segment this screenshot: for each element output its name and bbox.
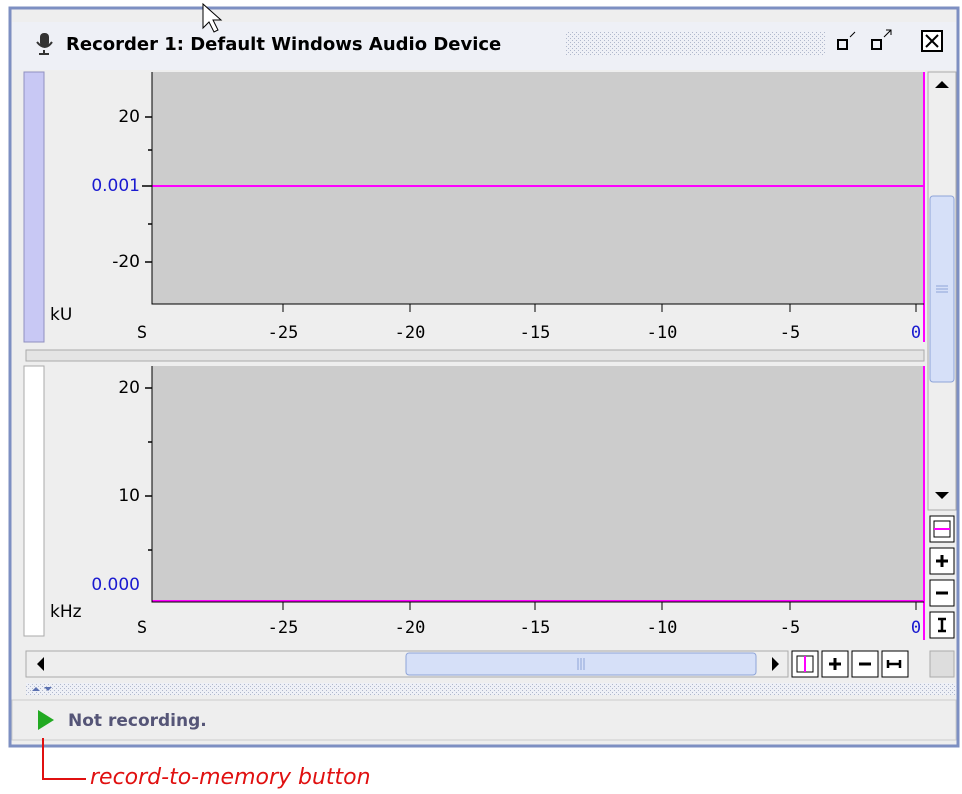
bottom-plot-area [152, 366, 924, 602]
x-label: -20 [395, 618, 426, 638]
y-label: 0.000 [91, 575, 140, 595]
x-label: -10 [647, 618, 678, 638]
mouse-cursor [202, 2, 223, 33]
annotation-line [42, 738, 86, 780]
y-label: -20 [112, 252, 140, 272]
grip [577, 658, 585, 670]
status-text: Not recording. [68, 711, 207, 731]
window-title: Recorder 1: Default Windows Audio Device [66, 34, 501, 55]
mic-icon [36, 33, 53, 55]
title-pattern [565, 32, 825, 56]
x-label: -5 [780, 323, 800, 343]
selection-strip [23, 71, 45, 343]
x-label: -10 [647, 323, 678, 343]
bottom-y-ticks [145, 387, 152, 551]
top-y-ticks [142, 116, 152, 263]
bottom-x-labels: S -25 -20 -15 -10 -5 0 [137, 602, 921, 638]
y-label: 10 [118, 486, 140, 506]
y-label: 0.001 [91, 176, 140, 196]
x-label: -20 [395, 323, 426, 343]
split-divider[interactable] [25, 349, 925, 362]
split-arrows[interactable] [32, 687, 52, 691]
record-button[interactable] [38, 710, 54, 730]
annotation-text: record-to-memory button [90, 765, 371, 790]
x-label: -25 [268, 618, 299, 638]
selection-strip [23, 365, 45, 637]
x-label: 0 [911, 618, 921, 638]
top-plot-area [152, 72, 924, 304]
y-label: 20 [118, 378, 140, 398]
x-label: -25 [268, 323, 299, 343]
x-label: 0 [911, 323, 921, 343]
status-bar [11, 699, 957, 741]
x-label: S [137, 323, 147, 343]
x-label: -15 [520, 323, 551, 343]
h-zoom-buttons[interactable] [791, 650, 955, 678]
y-label: 20 [118, 107, 140, 127]
x-label: -5 [780, 618, 800, 638]
split-handle[interactable] [26, 683, 956, 695]
minimize-button[interactable] [837, 31, 856, 50]
bottom-axes [151, 366, 924, 603]
x-label: -15 [520, 618, 551, 638]
unit-label: kU [50, 305, 72, 325]
maximize-button[interactable] [871, 29, 892, 50]
close-button[interactable] [921, 30, 943, 52]
x-label: S [137, 618, 147, 638]
top-x-labels: S -25 -20 -15 -10 -5 0 [137, 304, 921, 343]
grip [936, 285, 948, 293]
unit-label: kHz [50, 602, 82, 622]
v-zoom-buttons[interactable] [929, 515, 955, 639]
